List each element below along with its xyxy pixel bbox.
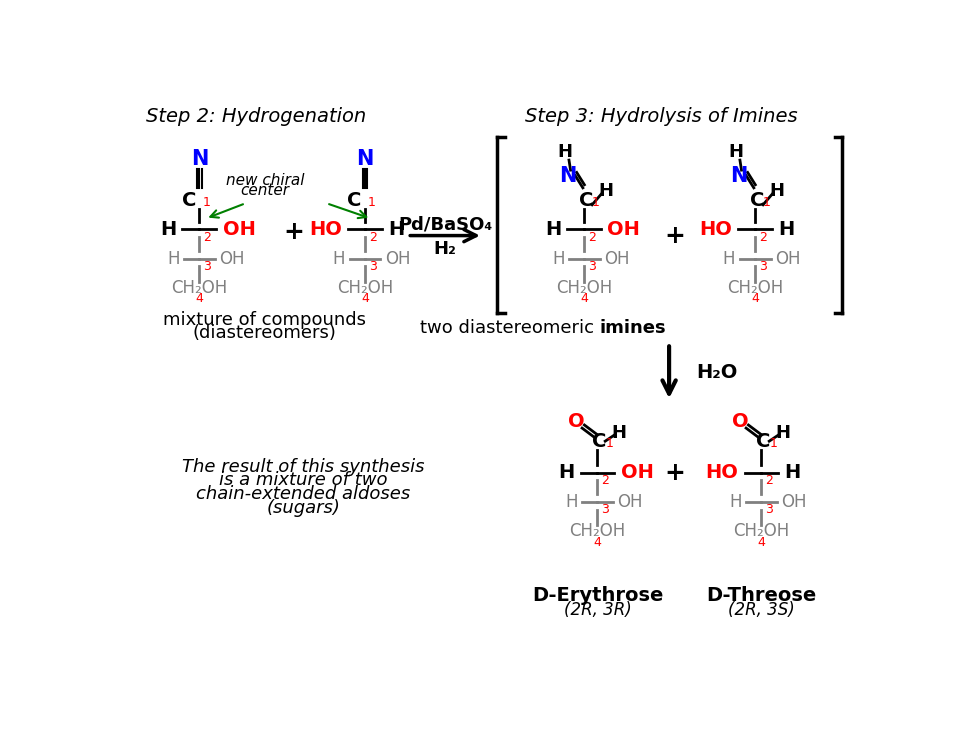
Text: H: H [723, 250, 735, 268]
Text: CH₂OH: CH₂OH [171, 279, 228, 297]
Text: H: H [784, 464, 801, 482]
Text: 1: 1 [769, 437, 777, 450]
Text: H: H [598, 182, 613, 200]
Text: OH: OH [608, 220, 640, 239]
Text: 2: 2 [765, 474, 773, 487]
Text: OH: OH [617, 493, 643, 511]
Text: center: center [240, 184, 289, 199]
Text: 2: 2 [369, 231, 376, 243]
Text: 4: 4 [752, 292, 759, 305]
Text: N: N [356, 149, 373, 169]
Text: HO: HO [700, 220, 732, 239]
Text: H: H [558, 144, 573, 161]
Text: (2R, 3R): (2R, 3R) [564, 601, 632, 619]
Text: (2R, 3S): (2R, 3S) [728, 601, 795, 619]
Text: OH: OH [776, 250, 801, 268]
Text: 1: 1 [605, 437, 613, 450]
Text: CH₂OH: CH₂OH [733, 522, 790, 540]
Text: 1: 1 [203, 196, 210, 209]
Text: CH₂OH: CH₂OH [556, 279, 612, 297]
Text: H: H [729, 144, 744, 161]
Text: C: C [182, 191, 196, 211]
Text: N: N [559, 165, 576, 185]
Text: C: C [348, 191, 362, 211]
Text: CH₂OH: CH₂OH [337, 279, 393, 297]
Text: +: + [665, 224, 685, 248]
Text: H: H [612, 423, 627, 442]
Text: 3: 3 [765, 503, 773, 516]
Text: is a mixture of two: is a mixture of two [219, 472, 388, 490]
Text: 3: 3 [204, 260, 211, 273]
Text: H: H [558, 464, 574, 482]
Text: OH: OH [385, 250, 411, 268]
Text: 2: 2 [588, 231, 596, 243]
Text: C: C [592, 432, 606, 452]
Text: OH: OH [781, 493, 807, 511]
Text: H₂O: H₂O [696, 363, 737, 382]
Text: 1: 1 [368, 196, 376, 209]
Text: H: H [388, 220, 404, 239]
Text: D-Threose: D-Threose [707, 586, 817, 606]
Text: CH₂OH: CH₂OH [728, 279, 783, 297]
Text: H: H [565, 493, 578, 511]
Text: 2: 2 [601, 474, 610, 487]
Text: two diastereomeric: two diastereomeric [420, 319, 600, 337]
Text: H: H [776, 423, 790, 442]
Text: 3: 3 [588, 260, 596, 273]
Text: imines: imines [600, 319, 666, 337]
Text: C: C [579, 191, 593, 211]
Text: OH: OH [223, 220, 255, 239]
Text: chain-extended aldoses: chain-extended aldoses [196, 485, 411, 503]
Text: N: N [191, 149, 208, 169]
Text: Pd/BaSO₄: Pd/BaSO₄ [397, 215, 492, 233]
Text: 2: 2 [759, 231, 767, 243]
Text: H: H [552, 250, 564, 268]
Text: 3: 3 [369, 260, 376, 273]
Text: N: N [730, 165, 747, 185]
Text: 3: 3 [759, 260, 767, 273]
Text: 1: 1 [763, 196, 771, 209]
Text: H: H [167, 250, 180, 268]
Text: The result of this synthesis: The result of this synthesis [182, 458, 424, 475]
Text: C: C [756, 432, 770, 452]
Text: CH₂OH: CH₂OH [569, 522, 626, 540]
Text: +: + [283, 219, 303, 244]
Text: (sugars): (sugars) [267, 499, 340, 517]
Text: Step 2: Hydrogenation: Step 2: Hydrogenation [146, 106, 366, 126]
Text: H: H [545, 220, 562, 239]
Text: 4: 4 [196, 292, 204, 305]
Text: O: O [732, 412, 748, 432]
Text: HO: HO [309, 220, 342, 239]
Text: HO: HO [706, 464, 738, 482]
Text: 4: 4 [581, 292, 588, 305]
Text: mixture of compounds: mixture of compounds [163, 311, 367, 330]
Text: 4: 4 [757, 536, 765, 548]
Text: 4: 4 [593, 536, 601, 548]
Text: H₂: H₂ [434, 240, 456, 257]
Text: H: H [729, 493, 741, 511]
Text: Step 3: Hydrolysis of Imines: Step 3: Hydrolysis of Imines [525, 106, 798, 126]
Text: 2: 2 [204, 231, 211, 243]
Text: OH: OH [605, 250, 630, 268]
Text: +: + [665, 461, 685, 485]
Text: 3: 3 [601, 503, 610, 516]
Text: 1: 1 [592, 196, 600, 209]
Text: OH: OH [220, 250, 245, 268]
Text: D-Erythrose: D-Erythrose [532, 586, 663, 606]
Text: H: H [769, 182, 784, 200]
Text: C: C [750, 191, 764, 211]
Text: H: H [779, 220, 795, 239]
Text: (diastereomers): (diastereomers) [193, 324, 337, 341]
Text: H: H [332, 250, 345, 268]
Text: OH: OH [620, 464, 654, 482]
Text: new chiral: new chiral [226, 173, 304, 187]
Text: H: H [160, 220, 177, 239]
Text: 4: 4 [361, 292, 369, 305]
Text: O: O [567, 412, 585, 432]
